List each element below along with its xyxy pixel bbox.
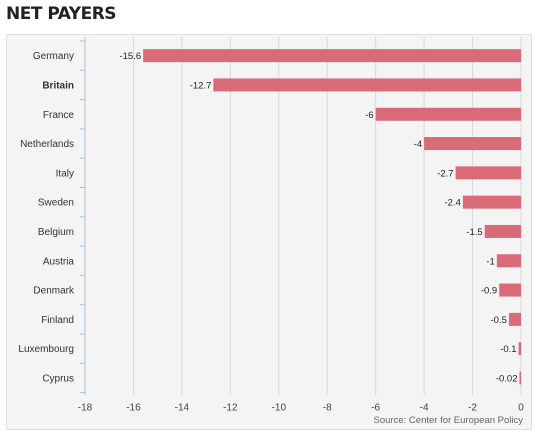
- source-note: Source: Center for European Policy: [374, 415, 524, 426]
- category-label: France: [43, 110, 75, 121]
- value-label: -0.02: [496, 373, 518, 384]
- category-label: Austria: [43, 256, 75, 267]
- bar: [519, 371, 521, 385]
- category-label: Luxembourg: [18, 344, 74, 355]
- bar-layer: [143, 49, 521, 385]
- category-label: Britain: [42, 80, 74, 91]
- bar: [143, 49, 521, 63]
- x-tick-label: -2: [468, 403, 477, 414]
- bar: [455, 166, 521, 180]
- axis-layer: [80, 37, 86, 395]
- category-label: Italy: [56, 168, 74, 179]
- category-label: Belgium: [38, 227, 74, 238]
- bar: [484, 224, 521, 238]
- bar-chart: -18 -16 -14 -12 -10 -8 -6 -4 -2 0 Germany -15.6 Brit…: [18, 37, 524, 426]
- x-tick-label: 0: [518, 403, 524, 414]
- bar: [496, 254, 521, 268]
- value-label: -4: [414, 139, 422, 150]
- value-label: -0.9: [481, 286, 497, 297]
- category-label: Finland: [41, 315, 74, 326]
- chart-panel: -18 -16 -14 -12 -10 -8 -6 -4 -2 0 Germany -15.6 Brit…: [6, 34, 532, 430]
- value-label: -12.7: [190, 80, 212, 91]
- value-label: -6: [365, 110, 373, 121]
- grid-layer: [84, 37, 522, 395]
- bar: [518, 342, 521, 356]
- value-label: -2.7: [437, 168, 453, 179]
- x-tick-label: -16: [126, 403, 141, 414]
- value-label: -0.5: [491, 315, 507, 326]
- value-label: -0.1: [500, 344, 516, 355]
- x-tick-label: -10: [272, 403, 287, 414]
- bar: [213, 78, 521, 92]
- category-label: Germany: [33, 51, 74, 62]
- category-label: Netherlands: [20, 139, 74, 150]
- chart-title: NET PAYERS: [6, 4, 117, 24]
- x-tick-label: -12: [223, 403, 238, 414]
- value-label: -2.4: [444, 198, 460, 209]
- value-label: -15.6: [119, 51, 141, 62]
- x-tick-label: -8: [323, 403, 332, 414]
- category-label: Sweden: [38, 198, 74, 209]
- x-tick-label: -18: [78, 403, 93, 414]
- bar: [424, 137, 521, 151]
- bar: [462, 195, 521, 209]
- value-label: -1.5: [466, 227, 482, 238]
- bar: [375, 107, 521, 121]
- x-tick-label: -4: [420, 403, 429, 414]
- bar: [508, 312, 521, 326]
- category-label: Cyprus: [42, 373, 74, 384]
- x-tick-label: -14: [175, 403, 190, 414]
- label-layer: -18 -16 -14 -12 -10 -8 -6 -4 -2 0 Germany -15.6 Brit…: [18, 51, 524, 413]
- category-label: Denmark: [33, 286, 75, 297]
- bar: [499, 283, 521, 297]
- value-label: -1: [486, 256, 494, 267]
- x-tick-label: -6: [371, 403, 380, 414]
